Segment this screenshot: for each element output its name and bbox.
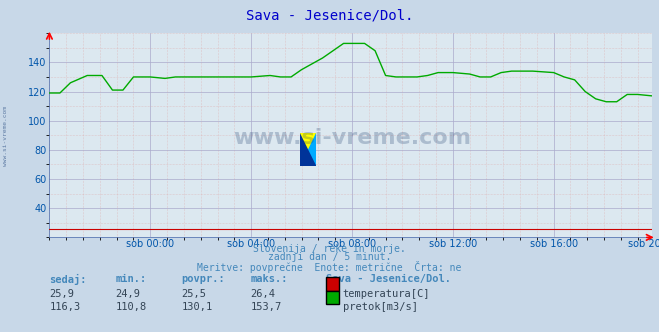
Text: Sava - Jesenice/Dol.: Sava - Jesenice/Dol. bbox=[326, 274, 451, 284]
Text: Meritve: povprečne  Enote: metrične  Črta: ne: Meritve: povprečne Enote: metrične Črta:… bbox=[197, 261, 462, 273]
Text: temperatura[C]: temperatura[C] bbox=[343, 289, 430, 299]
Text: 25,9: 25,9 bbox=[49, 289, 74, 299]
Text: www.si-vreme.com: www.si-vreme.com bbox=[233, 128, 472, 148]
Text: maks.:: maks.: bbox=[250, 274, 288, 284]
Text: 24,9: 24,9 bbox=[115, 289, 140, 299]
Text: 116,3: 116,3 bbox=[49, 302, 80, 312]
Text: pretok[m3/s]: pretok[m3/s] bbox=[343, 302, 418, 312]
Text: 25,5: 25,5 bbox=[181, 289, 206, 299]
Text: Slovenija / reke in morje.: Slovenija / reke in morje. bbox=[253, 244, 406, 254]
Text: min.:: min.: bbox=[115, 274, 146, 284]
Text: Sava - Jesenice/Dol.: Sava - Jesenice/Dol. bbox=[246, 8, 413, 22]
Polygon shape bbox=[300, 133, 316, 166]
Text: www.si-vreme.com: www.si-vreme.com bbox=[3, 106, 8, 166]
Text: zadnji dan / 5 minut.: zadnji dan / 5 minut. bbox=[268, 252, 391, 262]
Text: 110,8: 110,8 bbox=[115, 302, 146, 312]
Text: 26,4: 26,4 bbox=[250, 289, 275, 299]
Text: 130,1: 130,1 bbox=[181, 302, 212, 312]
Text: povpr.:: povpr.: bbox=[181, 274, 225, 284]
Polygon shape bbox=[300, 133, 316, 166]
Text: sedaj:: sedaj: bbox=[49, 274, 87, 285]
Text: 153,7: 153,7 bbox=[250, 302, 281, 312]
